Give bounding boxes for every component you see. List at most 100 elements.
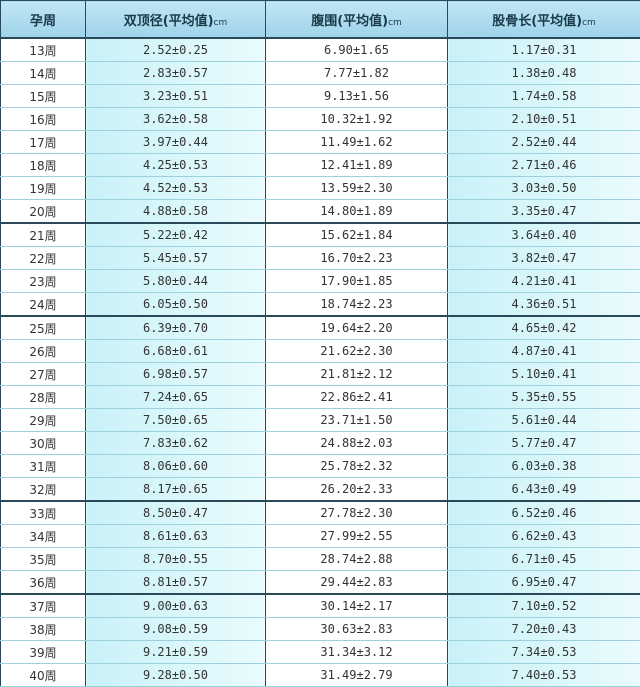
fl-cell: 3.82±0.47 xyxy=(448,247,640,270)
header-week: 孕周 xyxy=(1,1,86,39)
week-cell: 13周 xyxy=(1,38,86,62)
bpd-cell: 6.05±0.50 xyxy=(86,293,266,317)
week-cell: 29周 xyxy=(1,409,86,432)
week-cell: 38周 xyxy=(1,618,86,641)
bpd-cell: 5.80±0.44 xyxy=(86,270,266,293)
week-cell: 36周 xyxy=(1,571,86,595)
ac-cell: 15.62±1.84 xyxy=(266,223,448,247)
fl-cell: 5.61±0.44 xyxy=(448,409,640,432)
fl-cell: 6.43±0.49 xyxy=(448,478,640,502)
week-cell: 27周 xyxy=(1,363,86,386)
bpd-cell: 8.61±0.63 xyxy=(86,525,266,548)
ac-cell: 23.71±1.50 xyxy=(266,409,448,432)
week-cell: 37周 xyxy=(1,594,86,618)
ac-cell: 7.77±1.82 xyxy=(266,62,448,85)
fl-cell: 4.87±0.41 xyxy=(448,340,640,363)
week-cell: 22周 xyxy=(1,247,86,270)
ac-cell: 26.20±2.33 xyxy=(266,478,448,502)
fl-cell: 1.74±0.58 xyxy=(448,85,640,108)
bpd-cell: 8.50±0.47 xyxy=(86,501,266,525)
week-cell: 24周 xyxy=(1,293,86,317)
bpd-cell: 5.45±0.57 xyxy=(86,247,266,270)
week-cell: 34周 xyxy=(1,525,86,548)
header-bpd-label: 双顶径(平均值) xyxy=(124,14,214,29)
unit: cm xyxy=(214,18,228,28)
fl-cell: 6.03±0.38 xyxy=(448,455,640,478)
fl-cell: 2.71±0.46 xyxy=(448,154,640,177)
ac-cell: 10.32±1.92 xyxy=(266,108,448,131)
fl-cell: 6.71±0.45 xyxy=(448,548,640,571)
fl-cell: 6.95±0.47 xyxy=(448,571,640,595)
bpd-cell: 4.52±0.53 xyxy=(86,177,266,200)
fl-cell: 3.35±0.47 xyxy=(448,200,640,224)
bpd-cell: 2.52±0.25 xyxy=(86,38,266,62)
unit: cm xyxy=(388,18,402,28)
week-cell: 26周 xyxy=(1,340,86,363)
week-cell: 33周 xyxy=(1,501,86,525)
ac-cell: 30.14±2.17 xyxy=(266,594,448,618)
week-cell: 14周 xyxy=(1,62,86,85)
week-cell: 15周 xyxy=(1,85,86,108)
week-cell: 23周 xyxy=(1,270,86,293)
ac-cell: 30.63±2.83 xyxy=(266,618,448,641)
ac-cell: 29.44±2.83 xyxy=(266,571,448,595)
bpd-cell: 9.21±0.59 xyxy=(86,641,266,664)
ac-cell: 17.90±1.85 xyxy=(266,270,448,293)
ac-cell: 18.74±2.23 xyxy=(266,293,448,317)
fl-cell: 5.10±0.41 xyxy=(448,363,640,386)
fl-cell: 2.10±0.51 xyxy=(448,108,640,131)
fl-cell: 7.10±0.52 xyxy=(448,594,640,618)
ac-cell: 16.70±2.23 xyxy=(266,247,448,270)
bpd-cell: 8.81±0.57 xyxy=(86,571,266,595)
bpd-cell: 6.68±0.61 xyxy=(86,340,266,363)
header-row: 孕周 双顶径(平均值)cm 腹围(平均值)cm 股骨长(平均值)cm xyxy=(1,1,640,39)
week-cell: 31周 xyxy=(1,455,86,478)
ac-cell: 12.41±1.89 xyxy=(266,154,448,177)
bpd-cell: 6.39±0.70 xyxy=(86,316,266,340)
ac-cell: 13.59±2.30 xyxy=(266,177,448,200)
week-cell: 21周 xyxy=(1,223,86,247)
ac-cell: 19.64±2.20 xyxy=(266,316,448,340)
header-ac: 腹围(平均值)cm xyxy=(266,1,448,39)
header-fl-label: 股骨长(平均值) xyxy=(492,14,582,29)
ac-cell: 14.80±1.89 xyxy=(266,200,448,224)
fl-cell: 7.20±0.43 xyxy=(448,618,640,641)
bpd-cell: 4.88±0.58 xyxy=(86,200,266,224)
bpd-cell: 6.98±0.57 xyxy=(86,363,266,386)
week-cell: 28周 xyxy=(1,386,86,409)
bpd-cell: 9.08±0.59 xyxy=(86,618,266,641)
week-cell: 16周 xyxy=(1,108,86,131)
ac-cell: 22.86±2.41 xyxy=(266,386,448,409)
header-ac-label: 腹围(平均值) xyxy=(311,14,388,29)
week-cell: 40周 xyxy=(1,664,86,687)
ac-cell: 11.49±1.62 xyxy=(266,131,448,154)
fl-cell: 3.03±0.50 xyxy=(448,177,640,200)
week-cell: 19周 xyxy=(1,177,86,200)
ac-cell: 6.90±1.65 xyxy=(266,38,448,62)
fl-cell: 7.40±0.53 xyxy=(448,664,640,687)
ac-cell: 25.78±2.32 xyxy=(266,455,448,478)
ac-cell: 31.49±2.79 xyxy=(266,664,448,687)
unit: cm xyxy=(582,18,596,28)
week-cell: 35周 xyxy=(1,548,86,571)
bpd-cell: 8.70±0.55 xyxy=(86,548,266,571)
fl-cell: 6.62±0.43 xyxy=(448,525,640,548)
bpd-cell: 7.24±0.65 xyxy=(86,386,266,409)
ac-cell: 9.13±1.56 xyxy=(266,85,448,108)
week-cell: 17周 xyxy=(1,131,86,154)
